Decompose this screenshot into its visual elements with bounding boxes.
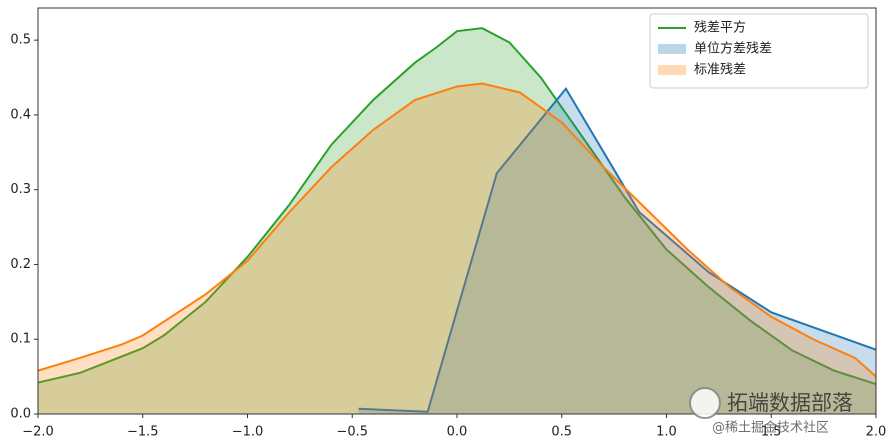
y-tick-label: 0.1 <box>10 332 31 347</box>
line <box>37 82 877 378</box>
x-tick-label: 1.0 <box>656 425 677 440</box>
x-tick-label: −1.5 <box>127 425 159 440</box>
legend-label: 单位方差残差 <box>694 41 772 57</box>
x-tick-label: 2.0 <box>866 425 887 440</box>
y-tick-label: 0.4 <box>10 107 31 122</box>
legend-box <box>649 13 869 89</box>
x-tick-label: 1.5 <box>761 425 782 440</box>
line <box>358 87 877 413</box>
y-tick-label: 0.5 <box>10 33 31 48</box>
legend-label: 标准残差 <box>694 63 746 78</box>
legend-swatch <box>658 44 686 54</box>
x-tick-label: 0.5 <box>551 425 572 440</box>
watermark: 拓端数据部落 @稀土掘金技术社区 <box>689 387 853 436</box>
y-tick-label: 0.0 <box>10 407 31 422</box>
watermark-icon <box>689 387 721 419</box>
x-tick-label: −0.5 <box>336 425 368 440</box>
line <box>37 27 877 386</box>
watermark-text: @稀土掘金技术社区 <box>712 420 829 436</box>
legend-swatch <box>658 65 686 75</box>
x-tick-label: −1.0 <box>232 425 264 440</box>
y-tick-label: 0.2 <box>10 257 31 272</box>
area <box>358 88 876 415</box>
area <box>38 28 876 415</box>
legend-label: 残差平方 <box>694 20 746 36</box>
area <box>38 83 876 415</box>
x-tick-label: 0.0 <box>447 425 468 440</box>
y-tick-label: 0.3 <box>10 182 31 197</box>
watermark-text: 拓端数据部落 <box>727 391 853 415</box>
x-tick-label: −2.0 <box>22 425 54 440</box>
